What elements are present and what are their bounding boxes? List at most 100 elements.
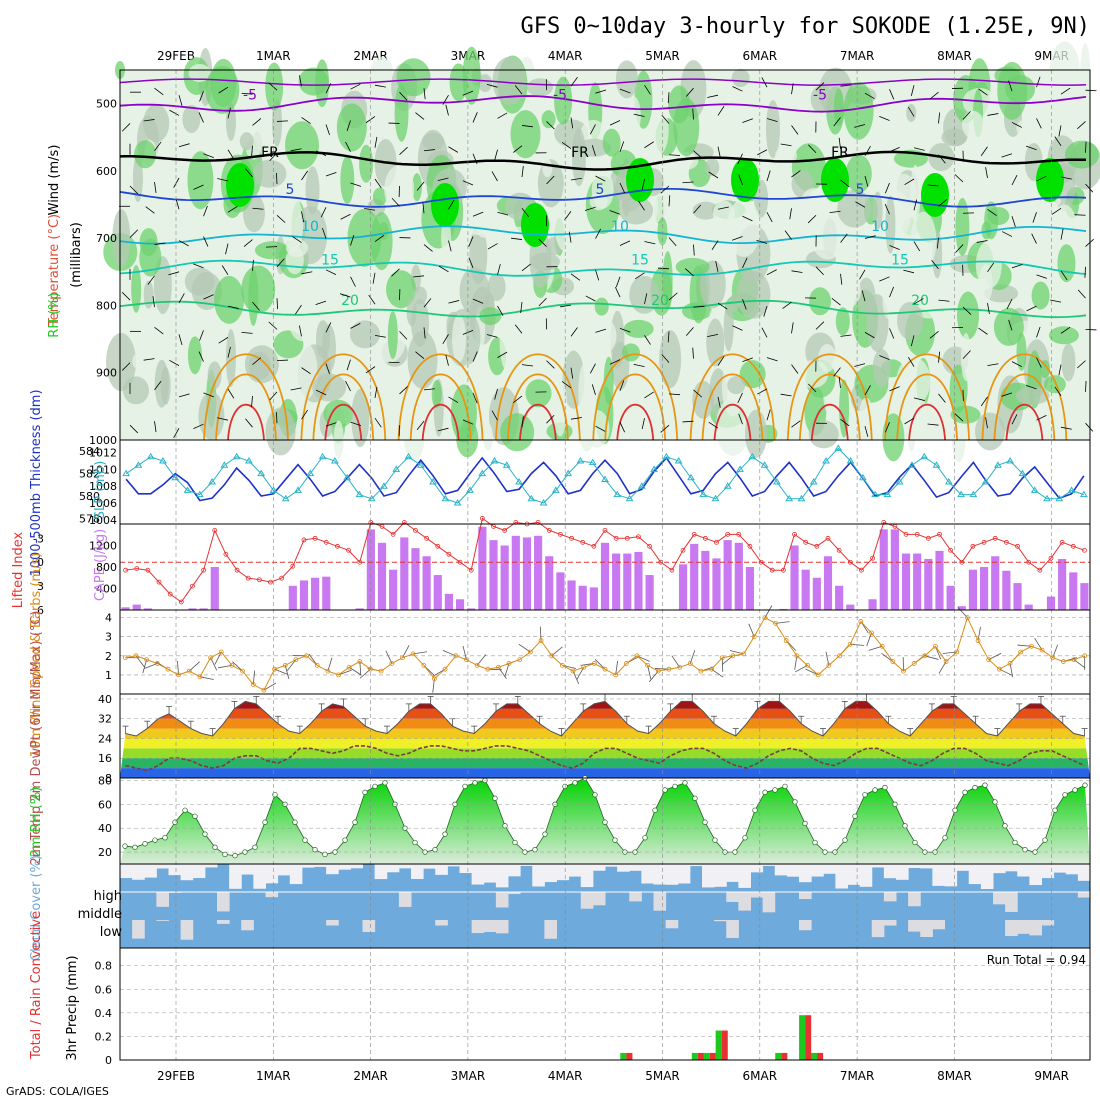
cloud-gap xyxy=(386,864,400,873)
wind-barb xyxy=(661,354,670,363)
cloud-gap xyxy=(241,920,254,931)
isotherm-35 xyxy=(713,403,752,441)
cape-label: CAPE (J/kg) xyxy=(93,529,108,601)
wind-barb xyxy=(879,115,890,121)
cape-bar xyxy=(322,576,331,610)
wind-speed-point xyxy=(783,638,789,643)
rh-patch xyxy=(241,265,276,314)
cape-bar xyxy=(1080,583,1089,610)
slp-point xyxy=(330,457,339,464)
wind-barb xyxy=(833,367,841,377)
wind-barb xyxy=(491,410,498,421)
cape-bar xyxy=(801,569,810,610)
wind-speed-point xyxy=(218,649,224,655)
slp-point xyxy=(650,465,658,472)
rh-patch xyxy=(541,110,556,129)
upper-rh-label: RH (%) xyxy=(47,292,62,337)
rh-patch xyxy=(510,110,541,159)
rh-patch xyxy=(1069,381,1088,410)
wind-barb xyxy=(742,298,747,310)
wind-barb xyxy=(717,146,721,158)
wind-barb xyxy=(546,121,555,130)
cape-bar xyxy=(701,550,710,610)
lifted-index-point xyxy=(268,579,273,585)
isotherm-35 xyxy=(908,403,946,441)
wind-barb xyxy=(374,417,382,428)
slp-tick: 1010 xyxy=(89,463,117,476)
wind-barb xyxy=(570,417,582,420)
wind-barb xyxy=(276,359,289,362)
wind-barb xyxy=(1008,80,1013,92)
wind-barb xyxy=(955,244,964,253)
wind-barb xyxy=(521,125,533,128)
rh-patch xyxy=(451,314,466,363)
wind-barb xyxy=(472,153,478,165)
wind-barb xyxy=(320,207,327,218)
rh-patch xyxy=(794,224,805,263)
wind-barb xyxy=(301,170,308,181)
rh-patch xyxy=(765,100,780,159)
rh-core xyxy=(226,163,254,207)
wind-barb xyxy=(913,199,918,211)
slp-point xyxy=(687,473,695,481)
cloud-gap xyxy=(920,864,933,869)
wind-barb xyxy=(1011,414,1018,425)
slp-point xyxy=(441,494,450,502)
wind-speed-point xyxy=(357,659,363,664)
lifted-index-point xyxy=(546,527,552,533)
wind-barb xyxy=(325,124,330,135)
top-date-label: 6MAR xyxy=(743,49,778,63)
temp-tick: 40 xyxy=(98,693,112,706)
wind-barb xyxy=(173,427,180,438)
rh-patch xyxy=(542,159,553,178)
cloud-gap xyxy=(592,892,606,906)
cloud-gap xyxy=(532,864,545,887)
top-date-label: 4MAR xyxy=(548,49,583,63)
wind-barb xyxy=(173,177,180,188)
rh-patch xyxy=(659,330,682,389)
wind-barb xyxy=(315,150,327,157)
rh-patch xyxy=(793,121,820,140)
wind-barb xyxy=(840,334,852,337)
lifted-index-point xyxy=(558,531,563,537)
rh-point xyxy=(342,837,348,843)
lifted-index-point xyxy=(134,566,140,571)
wind-barb xyxy=(198,351,204,362)
wind-barb xyxy=(245,168,253,178)
lifted-index-point xyxy=(647,543,652,549)
rh-point xyxy=(322,851,328,858)
wind-speed-point xyxy=(197,674,203,680)
lifted-index-point xyxy=(446,551,452,557)
lifted-index-point xyxy=(190,583,195,589)
cloud-gap xyxy=(520,864,533,866)
wind-speed-point xyxy=(229,662,235,668)
cloud-gap xyxy=(435,864,448,875)
wind-barb xyxy=(546,360,555,369)
rh-patch xyxy=(289,303,316,342)
wind-barb xyxy=(520,302,523,314)
wind-barb xyxy=(591,145,596,156)
isotherm-35 xyxy=(810,403,849,441)
slp-tick: 1004 xyxy=(89,514,117,527)
wind-barb xyxy=(217,178,229,182)
cape-bar xyxy=(790,545,799,610)
cloud-gap xyxy=(653,864,667,885)
cape-bar xyxy=(723,540,732,610)
rh-patch xyxy=(483,422,494,451)
cape-bar xyxy=(389,569,398,610)
rh-core xyxy=(431,183,459,227)
cloud-gap xyxy=(1029,920,1042,936)
wind-barb xyxy=(1085,422,1094,432)
wind-speed-point xyxy=(581,664,587,670)
wind-barb xyxy=(987,363,999,367)
wind-barb xyxy=(1002,231,1013,237)
wind-barb xyxy=(595,425,606,432)
isotherm-label: -5 xyxy=(243,88,257,104)
wind-speed-point xyxy=(527,649,533,655)
cloud-gap xyxy=(738,892,751,911)
rh-patch xyxy=(182,105,201,134)
wind-barb xyxy=(472,351,478,362)
slp-point xyxy=(834,444,843,451)
rh-point xyxy=(362,789,368,795)
rh-patch xyxy=(705,158,720,177)
